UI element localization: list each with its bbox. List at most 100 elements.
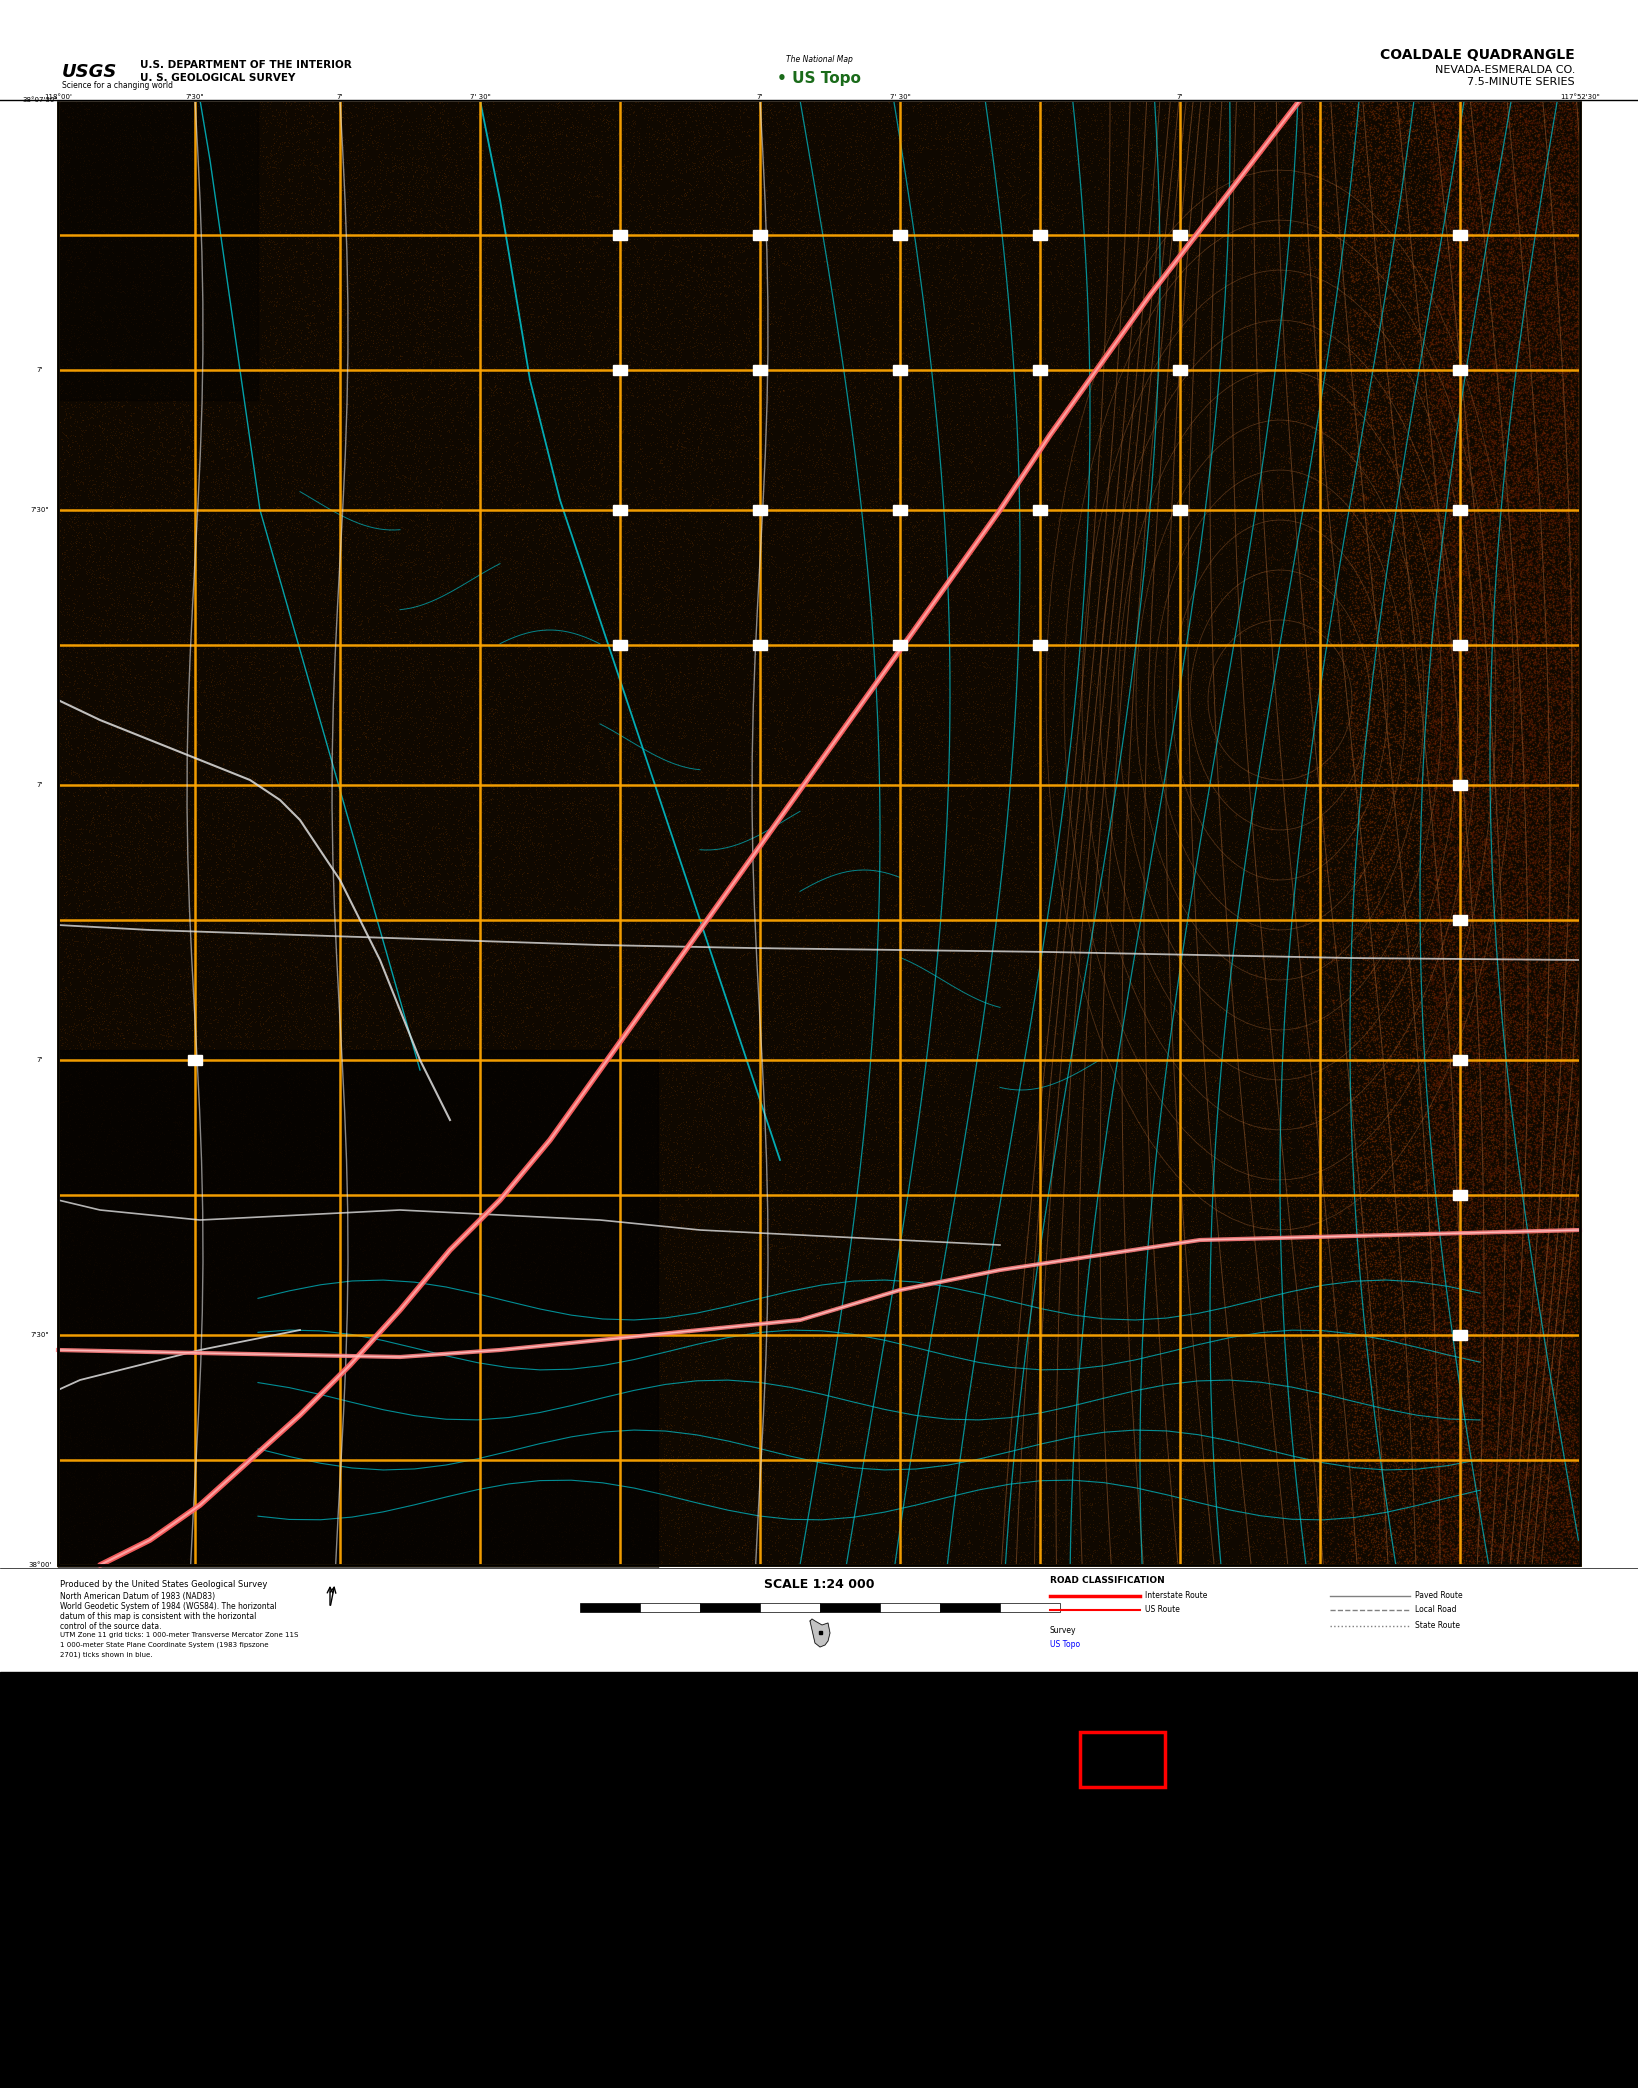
Point [414,1326,441,1359]
Point [164,1025,190,1059]
Point [1171,1111,1197,1144]
Point [1101,1531,1127,1564]
Point [1494,1489,1520,1522]
Point [1525,461,1551,495]
Point [211,301,238,334]
Point [1502,1044,1528,1077]
Point [1094,175,1120,209]
Point [821,1027,847,1061]
Point [97,622,123,656]
Point [187,806,213,839]
Point [681,952,708,986]
Point [524,192,550,226]
Point [1491,1157,1517,1190]
Point [1330,1146,1356,1180]
Point [565,161,591,194]
Point [1283,1309,1309,1343]
Point [1366,161,1392,194]
Point [1409,850,1435,883]
Point [1391,1292,1417,1326]
Point [953,167,980,200]
Point [1145,215,1171,248]
Point [1399,1219,1425,1253]
Point [1548,138,1574,171]
Point [1351,566,1378,599]
Point [1425,1090,1451,1123]
Point [1260,720,1286,754]
Point [1076,639,1102,672]
Point [1232,595,1258,628]
Point [580,1044,606,1077]
Point [323,1021,349,1054]
Point [391,998,418,1031]
Point [1440,232,1466,265]
Point [1553,1330,1579,1363]
Point [1500,998,1527,1031]
Point [1376,595,1402,628]
Point [1263,1514,1289,1547]
Point [151,839,177,873]
Point [1510,975,1536,1009]
Point [993,1497,1019,1531]
Point [1235,271,1261,305]
Point [398,1113,424,1146]
Point [1106,1409,1132,1443]
Point [201,242,228,276]
Point [565,904,591,938]
Point [342,317,369,351]
Point [328,837,354,871]
Point [106,1497,133,1531]
Point [532,1391,559,1424]
Point [647,983,673,1017]
Point [1327,1437,1353,1470]
Point [927,1182,953,1215]
Point [341,516,367,549]
Point [1150,1067,1176,1100]
Point [649,683,675,716]
Point [110,1460,136,1493]
Point [1143,363,1170,397]
Point [1109,925,1135,958]
Point [1343,906,1369,940]
Point [1035,858,1061,892]
Point [1325,557,1351,591]
Point [467,1351,493,1384]
Point [1378,1282,1404,1315]
Point [326,1361,352,1395]
Point [190,1493,216,1526]
Point [1130,424,1156,457]
Point [1473,1163,1499,1196]
Point [981,963,1007,996]
Point [1260,977,1286,1011]
Point [1476,1539,1502,1572]
Point [464,213,490,246]
Point [1469,1238,1495,1272]
Point [1294,904,1320,938]
Point [1364,1315,1391,1349]
Point [1463,1343,1489,1376]
Point [1400,251,1427,284]
Point [1536,1374,1563,1407]
Point [197,1238,223,1272]
Point [1389,839,1415,873]
Point [365,232,391,265]
Point [1333,729,1360,762]
Point [906,424,932,457]
Point [570,773,596,806]
Point [482,1067,508,1100]
Point [1556,541,1582,574]
Point [1112,689,1138,722]
Point [1456,931,1482,965]
Point [1224,186,1250,219]
Point [865,416,891,449]
Point [46,946,72,979]
Point [583,783,609,816]
Point [1438,1430,1464,1464]
Point [1176,509,1202,543]
Point [1291,1036,1317,1069]
Point [1284,1013,1310,1046]
Point [541,464,567,497]
Point [862,353,888,386]
Point [1432,207,1458,240]
Point [1165,155,1191,188]
